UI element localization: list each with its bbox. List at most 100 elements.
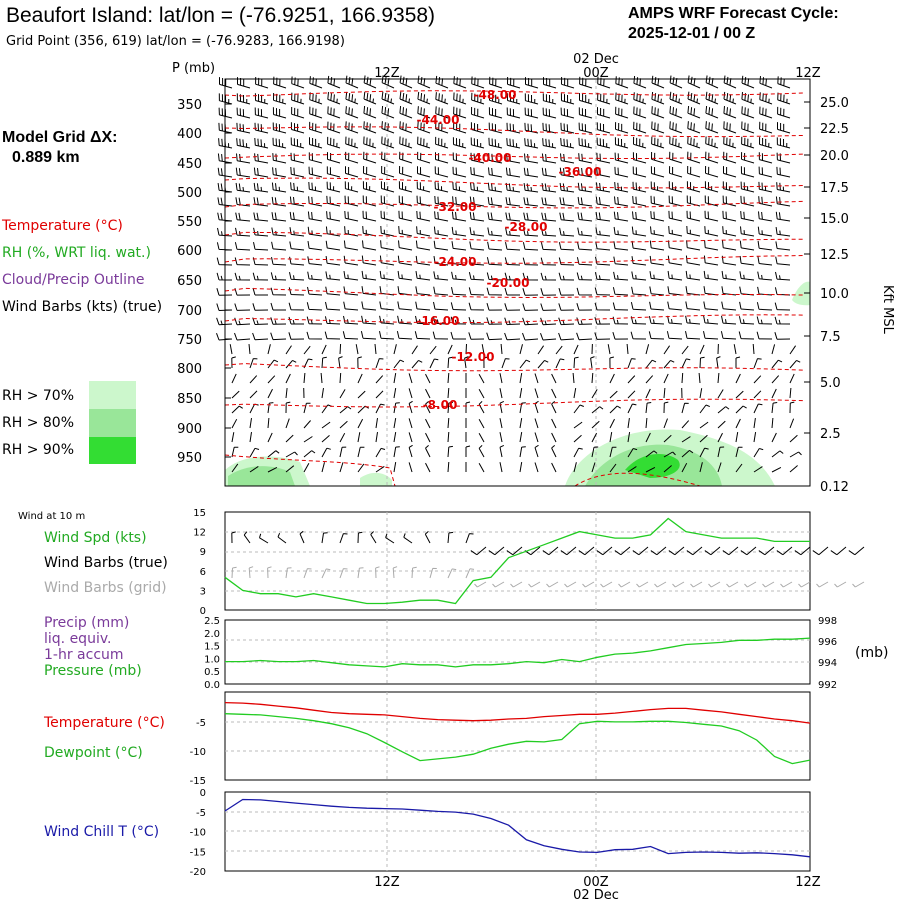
wind-barb xyxy=(669,136,683,149)
wind-barb xyxy=(577,241,593,251)
wind-barb xyxy=(645,344,650,355)
wind-barb xyxy=(272,137,287,149)
wind-barb xyxy=(249,465,259,473)
wind-barb xyxy=(415,301,431,311)
wind-barb xyxy=(451,256,467,266)
wind-barb xyxy=(699,344,705,355)
wind-barb xyxy=(375,432,378,443)
precip-accum-label: 1-hr accum xyxy=(44,647,124,663)
wind-barb xyxy=(285,373,291,384)
wind-barb xyxy=(705,75,719,89)
wind-barb xyxy=(663,373,669,384)
wind-chill-tick-label: -15 xyxy=(190,847,206,858)
wind-barb xyxy=(774,316,791,325)
wind-barb xyxy=(470,167,485,178)
wind-barb xyxy=(681,372,684,384)
wind-barb xyxy=(559,227,575,237)
wind-barb xyxy=(705,91,719,105)
wind-barb xyxy=(789,373,795,384)
wind-barb xyxy=(558,272,575,281)
wind-barb xyxy=(632,166,647,178)
wind-barb xyxy=(645,388,651,399)
wind-barb xyxy=(272,167,287,178)
wind-barb xyxy=(541,153,557,164)
wind-barb xyxy=(435,136,449,149)
wind-barb xyxy=(631,256,647,266)
wind-barb xyxy=(249,403,259,414)
grid-wind-barb xyxy=(510,581,523,588)
wind-barb xyxy=(505,167,521,178)
wind-barb xyxy=(218,93,233,105)
wind-barb xyxy=(379,255,395,266)
wind-barb xyxy=(452,181,467,193)
grid-wind-barb xyxy=(744,581,757,588)
rh-region-80 xyxy=(228,466,295,486)
wind-barb xyxy=(489,92,503,105)
wind-barb xyxy=(739,240,755,251)
wind-barb xyxy=(252,272,269,281)
wind-barb xyxy=(363,165,377,178)
wind-barb xyxy=(776,182,791,193)
model-grid-label: Model Grid ΔX: xyxy=(2,129,118,146)
true-wind-barb xyxy=(488,546,505,556)
wind-barb xyxy=(478,445,485,458)
wind-barb xyxy=(289,227,305,237)
wind-barb xyxy=(324,331,341,340)
wind-barb xyxy=(270,302,286,311)
wind-barb xyxy=(591,372,594,384)
wind-barb xyxy=(753,466,763,473)
wind-barb xyxy=(735,405,747,414)
true-wind-barb xyxy=(794,546,811,556)
wind-barb xyxy=(651,106,665,119)
wind-barb xyxy=(522,332,539,341)
wind-chill-label: Wind Chill T (°C) xyxy=(44,824,159,840)
wind-barb xyxy=(397,255,413,266)
precip-tick-label: 0.0 xyxy=(204,680,220,691)
wind-barb xyxy=(519,432,523,443)
wind-barb xyxy=(789,345,797,355)
wind-barb xyxy=(470,182,485,193)
wind-barb xyxy=(561,76,575,89)
wind-barb xyxy=(578,167,593,178)
wind-barb xyxy=(534,388,539,399)
true-wind-barb xyxy=(632,546,649,556)
wind-barb xyxy=(303,463,310,473)
wind-barb xyxy=(478,433,485,443)
wind-barb xyxy=(633,136,647,149)
true-wind-barb xyxy=(722,546,739,556)
wind-barb xyxy=(290,137,305,149)
wind-barb xyxy=(309,76,323,89)
pressure-tick-label: 800 xyxy=(177,362,202,377)
wind-barb xyxy=(339,432,346,443)
wind-barb xyxy=(651,136,665,149)
wind-barb xyxy=(774,332,791,340)
wind-barb xyxy=(361,255,377,266)
wind-barb xyxy=(375,375,384,384)
wind-barb xyxy=(425,432,431,443)
wind-barb xyxy=(596,152,611,164)
wind-barb xyxy=(425,401,431,414)
wind-barb xyxy=(309,106,323,119)
wind-barb xyxy=(399,136,413,149)
wind-barb xyxy=(609,390,618,399)
wind-barb xyxy=(723,121,737,134)
rh-swatch-70 xyxy=(89,381,136,409)
wind-barb xyxy=(663,451,676,458)
wind-barb xyxy=(741,121,755,134)
wind-barb xyxy=(234,332,251,341)
wind-barb xyxy=(663,465,672,473)
wind-barb xyxy=(591,446,599,458)
wind-barb xyxy=(663,434,672,443)
wind-barb xyxy=(504,257,521,266)
wind-barb xyxy=(758,152,773,164)
wind-barb xyxy=(669,91,683,105)
wind-barb xyxy=(499,373,503,384)
wind-barb xyxy=(398,226,413,237)
wind-barb xyxy=(499,388,503,399)
wind-barb xyxy=(267,359,279,369)
wind-barb xyxy=(775,227,791,237)
wind-barb xyxy=(626,343,629,355)
wind-barb xyxy=(253,227,269,237)
wind-barb xyxy=(613,256,629,266)
wind-barb xyxy=(591,432,598,443)
